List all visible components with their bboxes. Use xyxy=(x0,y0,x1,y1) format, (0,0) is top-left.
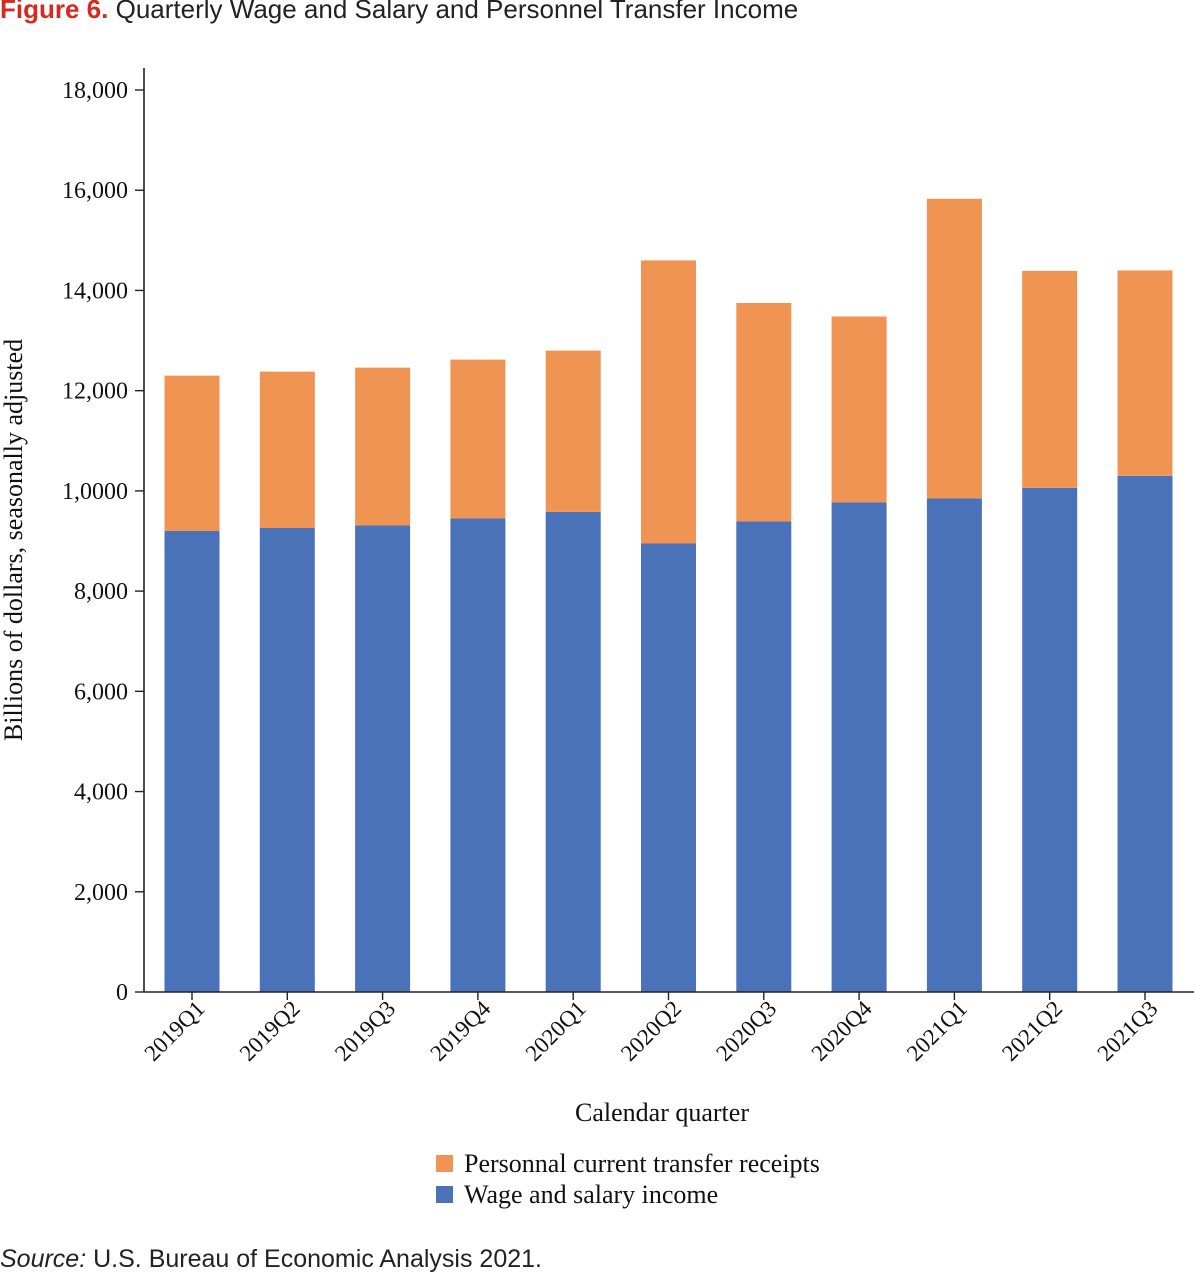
bar-wage-2020q4 xyxy=(831,502,887,992)
x-tick-label-2021q2: 2021Q2 xyxy=(997,996,1067,1066)
y-tick-label: 1,0000 xyxy=(62,479,128,505)
legend-label: Personnal current transfer receipts xyxy=(464,1149,820,1178)
bar-wage-2020q3 xyxy=(736,521,792,992)
y-tick-label: 12,000 xyxy=(62,379,128,405)
x-axis-label: Calendar quarter xyxy=(575,1098,749,1127)
x-tick-label-2021q3: 2021Q3 xyxy=(1092,996,1162,1066)
bar-transfer-2019q2 xyxy=(259,371,315,528)
source-label: Source: xyxy=(0,1245,87,1273)
x-tick-label-2021q1: 2021Q1 xyxy=(902,996,972,1066)
x-axis: 2019Q1 2019Q2 2019Q3 2019Q4 2020Q1 2020Q2 2020… xyxy=(139,991,1194,1066)
bar-wage-2021q3 xyxy=(1117,475,1173,992)
legend-swatch xyxy=(436,1186,453,1203)
bar-transfer-2019q1 xyxy=(164,375,220,531)
y-tick-label: 8,000 xyxy=(74,579,128,605)
bar-transfer-2020q4 xyxy=(831,316,887,503)
y-tick-label: 16,000 xyxy=(62,178,128,204)
bar-transfer-2021q2 xyxy=(1022,270,1078,488)
bar-transfer-2020q3 xyxy=(736,302,792,522)
x-tick-label-2019q2: 2019Q2 xyxy=(235,996,305,1066)
figure-label: Figure 6. xyxy=(0,0,109,24)
y-tick-label: 6,000 xyxy=(74,679,128,705)
x-tick-label-2019q4: 2019Q4 xyxy=(425,996,495,1066)
x-tick-label-2020q1: 2020Q1 xyxy=(521,996,591,1066)
bar-wage-2020q2 xyxy=(641,543,696,992)
bar-transfer-2019q3 xyxy=(355,367,411,526)
y-axis-label: Billions of dollars, seasonally adjusted xyxy=(0,339,28,741)
bar-wage-2019q2 xyxy=(259,527,315,992)
x-tick-label-2019q3: 2019Q3 xyxy=(330,996,400,1066)
source-note: Source: U.S. Bureau of Economic Analysis… xyxy=(0,1245,542,1274)
bar-wage-2020q1 xyxy=(545,511,601,992)
legend-label: Wage and salary income xyxy=(464,1180,718,1209)
y-tick-label: 0 xyxy=(116,980,128,1006)
bar-wage-2021q2 xyxy=(1022,487,1078,992)
x-tick-label-2020q2: 2020Q2 xyxy=(616,996,686,1066)
x-tick-label-2020q3: 2020Q3 xyxy=(711,996,781,1066)
legend-swatch xyxy=(436,1155,453,1172)
bar-transfer-2021q3 xyxy=(1117,270,1173,476)
y-tick-label: 14,000 xyxy=(62,278,128,304)
stacked-bar-chart: 0 2,000 4,000 6,000 8,000 1,0000 12,000 14,000 1… xyxy=(0,68,1194,1209)
bar-wage-2019q1 xyxy=(164,530,220,992)
source-text: U.S. Bureau of Economic Analysis 2021. xyxy=(93,1245,542,1273)
y-axis: 0 2,000 4,000 6,000 8,000 1,0000 12,000 14,000 1… xyxy=(62,68,145,1006)
y-tick-label: 2,000 xyxy=(74,880,128,906)
bar-transfer-2020q2 xyxy=(641,260,696,544)
bar-wage-2019q3 xyxy=(355,525,411,992)
y-tick-label: 18,000 xyxy=(62,78,128,104)
figure-title: Figure 6. Quarterly Wage and Salary and … xyxy=(0,0,798,25)
bar-wage-2019q4 xyxy=(450,518,506,992)
legend: Personnal current transfer receiptsWage … xyxy=(436,1149,820,1209)
bar-transfer-2020q1 xyxy=(545,350,601,512)
bar-wage-2021q1 xyxy=(926,498,982,992)
bar-transfer-2019q4 xyxy=(450,359,506,519)
x-tick-label-2020q4: 2020Q4 xyxy=(807,996,877,1066)
x-tick-label-2019q1: 2019Q1 xyxy=(139,996,209,1066)
bar-transfer-2021q1 xyxy=(926,198,982,499)
y-tick-label: 4,000 xyxy=(74,780,128,806)
bars-layer xyxy=(164,198,1173,992)
figure-title-text: Quarterly Wage and Salary and Personnel … xyxy=(115,0,799,24)
